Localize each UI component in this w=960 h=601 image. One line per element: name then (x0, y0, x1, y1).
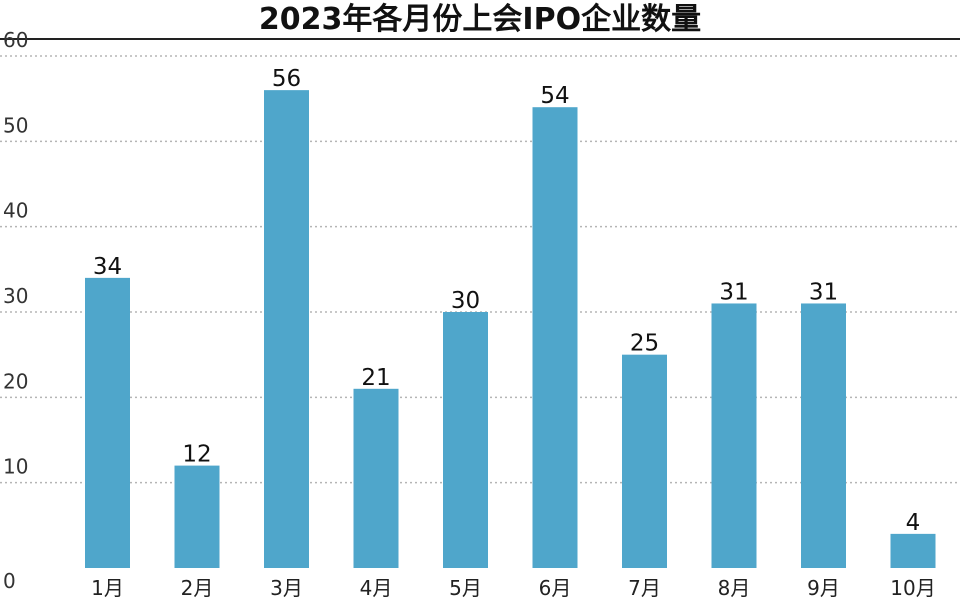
data-labels: 34 12 56 21 30 54 25 31 31 4 (93, 66, 920, 536)
y-tick-label: 50 (3, 113, 28, 137)
bar-8 (711, 303, 757, 568)
y-tick-label: 0 (3, 569, 16, 593)
data-label: 30 (451, 288, 480, 314)
x-tick-label: 2月 (181, 576, 214, 600)
bar-6 (532, 107, 578, 568)
data-label: 21 (361, 365, 390, 391)
chart-title: 2023年各月份上会IPO企业数量 (259, 2, 701, 37)
x-tick-label: 9月 (807, 576, 840, 600)
y-tick-label: 60 (3, 28, 28, 52)
data-label: 34 (93, 254, 122, 280)
bar-10 (890, 533, 936, 568)
data-label: 25 (630, 331, 659, 357)
x-tick-label: 7月 (628, 576, 661, 600)
y-tick-label: 40 (3, 199, 28, 223)
bar-4 (353, 388, 399, 568)
bar-1 (85, 277, 130, 568)
x-axis-ticks: 1月 2月 3月 4月 5月 6月 7月 8月 9月 10月 (91, 576, 936, 600)
data-label: 31 (809, 279, 838, 305)
y-tick-label: 10 (3, 455, 28, 479)
y-tick-label: 30 (3, 284, 28, 308)
bar-3 (264, 90, 309, 568)
x-tick-label: 1月 (91, 576, 124, 600)
x-tick-label: 3月 (270, 576, 303, 600)
bar-5 (443, 312, 488, 568)
data-label: 12 (182, 442, 211, 468)
data-label: 54 (540, 83, 569, 109)
bars (85, 90, 936, 568)
data-label: 4 (906, 510, 921, 536)
bar-9 (801, 303, 846, 568)
x-tick-label: 10月 (890, 576, 935, 600)
x-tick-label: 8月 (718, 576, 751, 600)
x-tick-label: 5月 (449, 576, 482, 600)
x-tick-label: 4月 (360, 576, 393, 600)
y-axis-ticks: 0 10 20 30 40 50 60 (3, 28, 28, 593)
data-label: 31 (719, 279, 748, 305)
bar-2 (174, 465, 220, 568)
x-tick-label: 6月 (539, 576, 572, 600)
data-label: 56 (272, 66, 301, 92)
bar-7 (622, 354, 667, 568)
y-tick-label: 20 (3, 369, 28, 393)
